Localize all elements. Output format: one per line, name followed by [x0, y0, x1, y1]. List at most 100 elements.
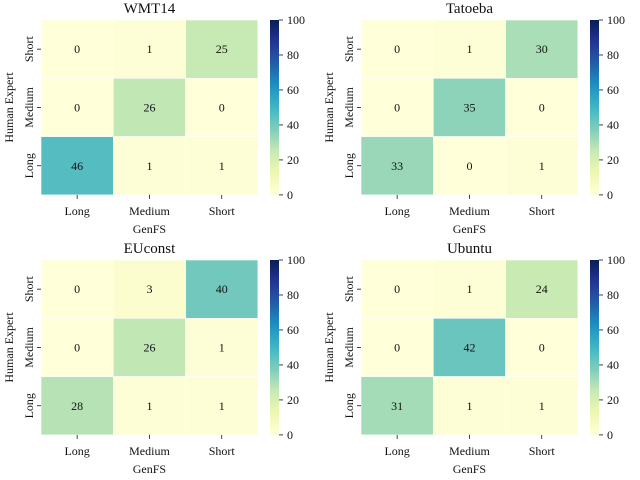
heatmap-panel: Ubuntu 0 1 24 0 42 0 31 1 1 Long Medium Short GenFS Sh… [322, 241, 625, 476]
x-axis-label: GenFS [453, 222, 486, 236]
x-tick-label: Short [209, 444, 236, 458]
heatmap-cell [185, 19, 259, 79]
heatmap-cell [505, 136, 579, 196]
heatmap-cell [113, 19, 186, 79]
cell-value-label: 1 [146, 159, 152, 173]
colorbar-tick-label: 20 [607, 393, 619, 407]
x-tick-label: Medium [129, 444, 170, 458]
cell-value-label: 0 [394, 340, 400, 354]
cell-value-label: 0 [74, 42, 80, 56]
y-tick-label: Long [342, 153, 356, 178]
heatmap-cell [432, 136, 506, 196]
cell-value-label: 0 [219, 100, 225, 114]
colorbar-tick-label: 0 [607, 428, 613, 442]
y-tick-label: Short [342, 35, 356, 62]
cell-value-label: 0 [539, 100, 545, 114]
colorbar-tick-label: 20 [607, 153, 619, 167]
chart-title: EUconst [124, 241, 176, 257]
heatmap-cell [505, 376, 579, 436]
heatmap-panel: WMT14 0 1 25 0 26 0 46 1 1 Long Medium Short GenFS Sho… [2, 1, 305, 236]
heatmap-cell [40, 19, 114, 79]
heatmap-cell [505, 19, 579, 79]
cell-value-label: 0 [394, 42, 400, 56]
colorbar-tick-label: 100 [287, 253, 305, 267]
chart-title: WMT14 [124, 1, 176, 17]
cell-value-label: 0 [539, 340, 545, 354]
cell-value-label: 42 [463, 340, 475, 354]
heatmap-cell [360, 259, 434, 319]
cell-value-label: 30 [536, 42, 548, 56]
cell-value-label: 1 [539, 399, 545, 413]
colorbar [590, 260, 599, 435]
y-tick-label: Long [22, 153, 36, 178]
y-tick-label: Medium [22, 86, 36, 127]
x-axis-label: GenFS [133, 462, 166, 476]
x-tick-label: Short [209, 204, 236, 218]
y-axis-label: Human Expert [2, 312, 16, 383]
heatmap-cell [113, 136, 186, 196]
colorbar-tick-label: 40 [287, 358, 299, 372]
cell-value-label: 0 [74, 282, 80, 296]
colorbar-tick-label: 80 [287, 288, 299, 302]
cell-value-label: 24 [536, 282, 548, 296]
heatmap-cell [185, 259, 259, 319]
colorbar-tick-label: 80 [287, 48, 299, 62]
colorbar-tick-label: 100 [287, 13, 305, 27]
colorbar-tick-label: 0 [607, 188, 613, 202]
colorbar-tick-label: 20 [287, 153, 299, 167]
heatmap-cell [432, 19, 506, 79]
cell-value-label: 0 [74, 100, 80, 114]
cell-value-label: 1 [219, 340, 225, 354]
cell-value-label: 26 [143, 340, 155, 354]
cell-value-label: 1 [466, 399, 472, 413]
y-tick-label: Medium [342, 86, 356, 127]
heatmap-cell [40, 259, 114, 319]
cell-value-label: 1 [539, 159, 545, 173]
cell-value-label: 1 [146, 399, 152, 413]
heatmap-cell [360, 19, 434, 79]
y-tick-label: Short [342, 275, 356, 302]
y-axis-label: Human Expert [322, 312, 336, 383]
colorbar-tick-label: 40 [607, 358, 619, 372]
x-axis-label: GenFS [453, 462, 486, 476]
colorbar-tick-label: 40 [607, 118, 619, 132]
heatmap-panel: Tatoeba 0 1 30 0 35 0 33 0 1 Long Medium Short GenFS S… [322, 1, 625, 236]
cell-value-label: 1 [466, 42, 472, 56]
x-tick-label: Short [529, 204, 556, 218]
cell-value-label: 1 [219, 399, 225, 413]
heatmap-cell [432, 317, 506, 377]
y-tick-label: Short [22, 35, 36, 62]
cell-value-label: 40 [216, 282, 228, 296]
heatmap-cell [113, 259, 186, 319]
cell-value-label: 0 [74, 340, 80, 354]
heatmap-cell [505, 259, 579, 319]
cell-value-label: 1 [466, 282, 472, 296]
colorbar-tick-label: 80 [607, 288, 619, 302]
colorbar-tick-label: 60 [287, 83, 299, 97]
cell-value-label: 33 [391, 159, 403, 173]
x-tick-label: Medium [449, 444, 490, 458]
y-tick-label: Short [22, 275, 36, 302]
cell-value-label: 46 [71, 159, 83, 173]
cell-value-label: 26 [143, 100, 155, 114]
cell-value-label: 31 [391, 399, 403, 413]
chart-title: Ubuntu [447, 241, 493, 257]
x-tick-label: Long [64, 444, 89, 458]
heatmap-panel: EUconst 0 3 40 0 26 1 28 1 1 Long Medium Short GenFS S… [2, 241, 305, 476]
heatmap-cell [360, 136, 434, 196]
heatmap-cell [113, 376, 186, 436]
colorbar-tick-label: 40 [287, 118, 299, 132]
x-tick-label: Medium [449, 204, 490, 218]
colorbar-tick-label: 0 [287, 428, 293, 442]
colorbar [270, 260, 279, 435]
cell-value-label: 3 [146, 282, 152, 296]
y-tick-label: Medium [342, 326, 356, 367]
x-tick-label: Long [64, 204, 89, 218]
y-axis-label: Human Expert [2, 72, 16, 143]
cell-value-label: 1 [146, 42, 152, 56]
colorbar-tick-label: 0 [287, 188, 293, 202]
colorbar-tick-label: 60 [287, 323, 299, 337]
heatmap-cell [40, 78, 114, 137]
chart-title: Tatoeba [446, 1, 494, 17]
